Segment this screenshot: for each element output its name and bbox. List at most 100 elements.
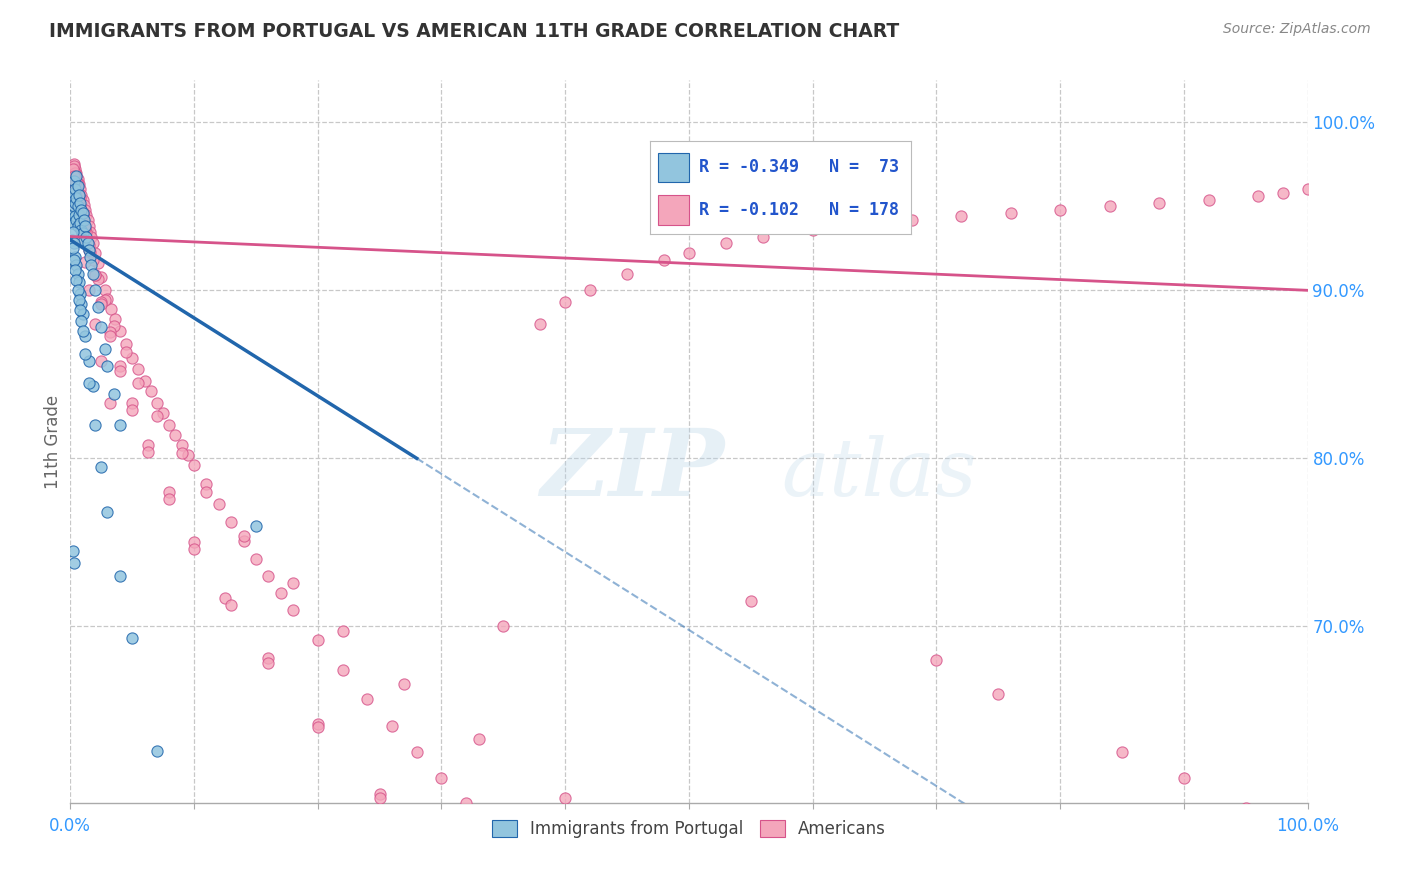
Point (69, 202, 91, 217)
Point (84, 268, 107, 283)
Point (925, 653, 948, 667)
Point (152, 406, 174, 420)
Point (75, 219, 97, 234)
Point (1198, 193, 1220, 207)
Point (75, 202, 97, 217)
Text: ZIP: ZIP (540, 425, 724, 516)
Point (232, 528, 254, 542)
Point (65, 191, 87, 205)
Point (170, 446, 193, 460)
Point (121, 402, 143, 417)
Point (183, 535, 205, 549)
Point (80, 229, 103, 244)
Point (84, 283, 107, 297)
Point (62, 543, 84, 558)
Point (65, 182, 87, 196)
Point (62, 166, 84, 180)
Point (66, 172, 89, 186)
Point (232, 533, 254, 548)
Point (104, 311, 127, 326)
Point (65, 174, 87, 188)
Point (257, 569, 280, 583)
Text: R = -0.349   N =  73: R = -0.349 N = 73 (699, 159, 900, 177)
Point (70, 229, 93, 244)
Point (69, 191, 91, 205)
Point (430, 771, 453, 785)
Point (82, 236, 104, 251)
Point (801, 223, 824, 237)
Point (77, 354, 100, 368)
Point (62, 241, 84, 255)
Point (257, 651, 280, 665)
Point (394, 676, 416, 690)
Point (63, 157, 86, 171)
Point (157, 491, 180, 506)
Point (63, 191, 86, 205)
Point (740, 594, 762, 608)
Point (72, 226, 94, 240)
Point (65, 178, 87, 192)
Point (67, 187, 90, 202)
Point (63, 159, 86, 173)
Point (678, 246, 700, 260)
Point (307, 716, 329, 731)
Point (66, 283, 89, 297)
Point (67, 193, 90, 207)
Point (77, 376, 100, 390)
Point (121, 631, 143, 645)
Point (73, 212, 96, 227)
Point (69, 303, 91, 318)
Point (195, 476, 218, 491)
Point (157, 417, 180, 432)
Point (60, 216, 83, 230)
Text: R = -0.102   N = 178: R = -0.102 N = 178 (699, 201, 900, 219)
Point (65, 212, 87, 227)
Point (86, 271, 108, 285)
Point (96, 359, 118, 373)
Point (63, 169, 86, 183)
Point (75, 208, 97, 222)
Point (165, 427, 187, 442)
Point (70, 313, 93, 327)
Point (77, 283, 100, 297)
Point (98, 326, 121, 340)
Point (1173, 771, 1195, 785)
Text: atlas: atlas (782, 435, 977, 513)
Point (72, 212, 94, 227)
Point (67, 208, 90, 222)
Point (67, 275, 90, 289)
Point (69, 216, 91, 230)
Point (75, 347, 97, 361)
Point (84, 417, 107, 432)
Point (70, 187, 93, 202)
Point (368, 788, 391, 802)
Point (65, 186, 87, 200)
Point (115, 337, 138, 351)
Point (77, 243, 100, 257)
Point (121, 396, 143, 410)
Point (73, 233, 96, 247)
Point (121, 351, 143, 365)
Point (63, 169, 86, 183)
Point (90, 459, 112, 474)
Point (456, 866, 478, 880)
Point (62, 162, 84, 177)
Point (75, 328, 97, 343)
Point (66, 199, 89, 213)
Point (219, 598, 242, 612)
Point (245, 518, 267, 533)
Point (98, 328, 121, 343)
Point (90, 320, 112, 334)
Point (65, 196, 87, 211)
Point (75, 254, 97, 268)
Point (69, 199, 91, 213)
Point (1098, 199, 1121, 213)
Point (1271, 186, 1294, 200)
FancyBboxPatch shape (658, 195, 689, 225)
Point (82, 253, 104, 268)
Point (66, 179, 89, 194)
Point (69, 286, 91, 301)
Point (1147, 196, 1170, 211)
Point (103, 318, 125, 333)
Point (270, 586, 292, 600)
